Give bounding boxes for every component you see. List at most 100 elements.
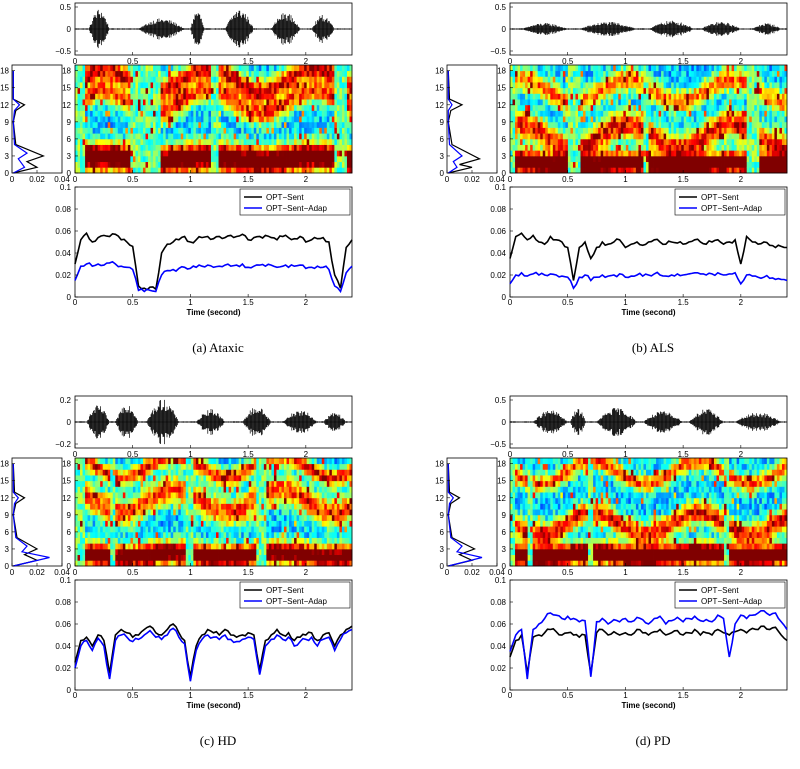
- spectrogram-cell: [329, 145, 332, 151]
- spectrogram-cell: [616, 82, 619, 88]
- spectrogram-cell: [543, 82, 546, 88]
- spectrogram-cell: [656, 105, 659, 111]
- spectrogram-cell: [269, 162, 272, 168]
- spectrogram-cell: [302, 156, 305, 162]
- spectrogram-cell: [339, 76, 342, 82]
- spectrogram-cell: [528, 105, 531, 111]
- spectrogram-cell: [224, 139, 227, 145]
- spectrogram-cell: [729, 82, 732, 88]
- spectrogram-cell: [769, 88, 772, 94]
- spectrogram-cell: [219, 156, 222, 162]
- spectrogram-cell: [299, 110, 302, 116]
- spectrogram-cell: [679, 133, 682, 139]
- spectrogram-cell: [297, 93, 300, 99]
- spectrogram-cell: [173, 167, 176, 173]
- spectrogram-cell: [757, 167, 760, 173]
- spectrogram-cell: [606, 156, 609, 162]
- spectrogram-cell: [533, 76, 536, 82]
- spectrogram-cell: [322, 93, 325, 99]
- spectrogram-cell: [148, 71, 151, 77]
- spectrogram-cell: [538, 116, 541, 122]
- spectrogram-cell: [661, 145, 664, 151]
- spectrogram-cell: [616, 99, 619, 105]
- spectrogram-cell: [533, 71, 536, 77]
- spectrogram-cell: [631, 99, 634, 105]
- spectrogram-cell: [161, 116, 164, 122]
- spectrogram-cell: [115, 503, 118, 509]
- spectrogram-cell: [294, 71, 297, 77]
- spectrogram-cell: [158, 133, 161, 139]
- spectrogram-cell: [146, 156, 149, 162]
- spectrogram-cell: [638, 133, 641, 139]
- spectrogram-cell: [113, 71, 116, 77]
- spectrogram-cell: [254, 122, 257, 128]
- spectrogram-cell: [88, 498, 91, 504]
- spectrogram-cell: [591, 167, 594, 173]
- spectrogram-cell: [90, 71, 93, 77]
- spectrogram-cell: [146, 560, 149, 566]
- spectrogram-cell: [254, 76, 257, 82]
- spectrogram-cell: [540, 88, 543, 94]
- spectrogram-cell: [229, 162, 232, 168]
- spectrogram-cell: [543, 99, 546, 105]
- spectrogram-cell: [782, 105, 785, 111]
- spectrogram-cell: [727, 116, 730, 122]
- spectrogram-cell: [83, 503, 86, 509]
- spectrogram-cell: [588, 99, 591, 105]
- spectrogram-cell: [312, 88, 315, 94]
- spectrogram-cell: [146, 498, 149, 504]
- spectrogram-cell: [515, 139, 518, 145]
- spectrogram-cell: [133, 156, 136, 162]
- spectrogram-cell: [684, 167, 687, 173]
- spectrogram-cell: [543, 65, 546, 71]
- spectrogram-cell: [691, 116, 694, 122]
- spectrogram-cell: [100, 65, 103, 71]
- spectrogram-cell: [284, 139, 287, 145]
- spectrogram-cell: [714, 105, 717, 111]
- spectrogram-cell: [98, 88, 101, 94]
- spectrogram-cell: [772, 156, 775, 162]
- spectrogram-cell: [334, 65, 337, 71]
- spectrogram-cell: [626, 128, 629, 134]
- spectrogram-cell: [110, 486, 113, 492]
- spectrogram-cell: [598, 116, 601, 122]
- spectrogram-cell: [754, 122, 757, 128]
- spectrogram-cell: [188, 162, 191, 168]
- spectrogram-cell: [646, 93, 649, 99]
- spectrogram-cell: [153, 99, 156, 105]
- spectrogram-cell: [113, 162, 116, 168]
- spectrogram-cell: [691, 99, 694, 105]
- spectrogram-cell: [623, 156, 626, 162]
- spectrogram-cell: [729, 150, 732, 156]
- spectrogram-cell: [722, 93, 725, 99]
- spectrogram-cell: [520, 99, 523, 105]
- spectrogram-cell: [613, 116, 616, 122]
- spectrogram-cell: [749, 162, 752, 168]
- spectrogram-cell: [186, 76, 189, 82]
- spectrogram-cell: [538, 76, 541, 82]
- spectrogram-cell: [578, 93, 581, 99]
- spectrogram-cell: [777, 110, 780, 116]
- spectrogram-cell: [342, 76, 345, 82]
- spectrogram-cell: [603, 82, 606, 88]
- spectrogram-cell: [711, 93, 714, 99]
- spectrogram-cell: [669, 88, 672, 94]
- spectrogram-cell: [618, 122, 621, 128]
- spectrogram-cell: [782, 88, 785, 94]
- spectrogram-cell: [163, 150, 166, 156]
- spectrogram-cell: [120, 156, 123, 162]
- spectrogram-cell: [777, 128, 780, 134]
- spectrogram-cell: [732, 93, 735, 99]
- spectrogram-cell: [95, 492, 98, 498]
- spectrogram-cell: [312, 105, 315, 111]
- spectrogram-cell: [163, 133, 166, 139]
- spectrogram-cell: [669, 139, 672, 145]
- spectrogram-cell: [274, 82, 277, 88]
- spectrogram-cell: [510, 167, 513, 173]
- spectrogram-cell: [739, 110, 742, 116]
- spectrogram-cell: [191, 82, 194, 88]
- spec-xtick-label: 2: [739, 175, 744, 184]
- spectrogram-cell: [727, 139, 730, 145]
- spectrogram-cell: [83, 481, 86, 487]
- spectrogram-cell: [764, 162, 767, 168]
